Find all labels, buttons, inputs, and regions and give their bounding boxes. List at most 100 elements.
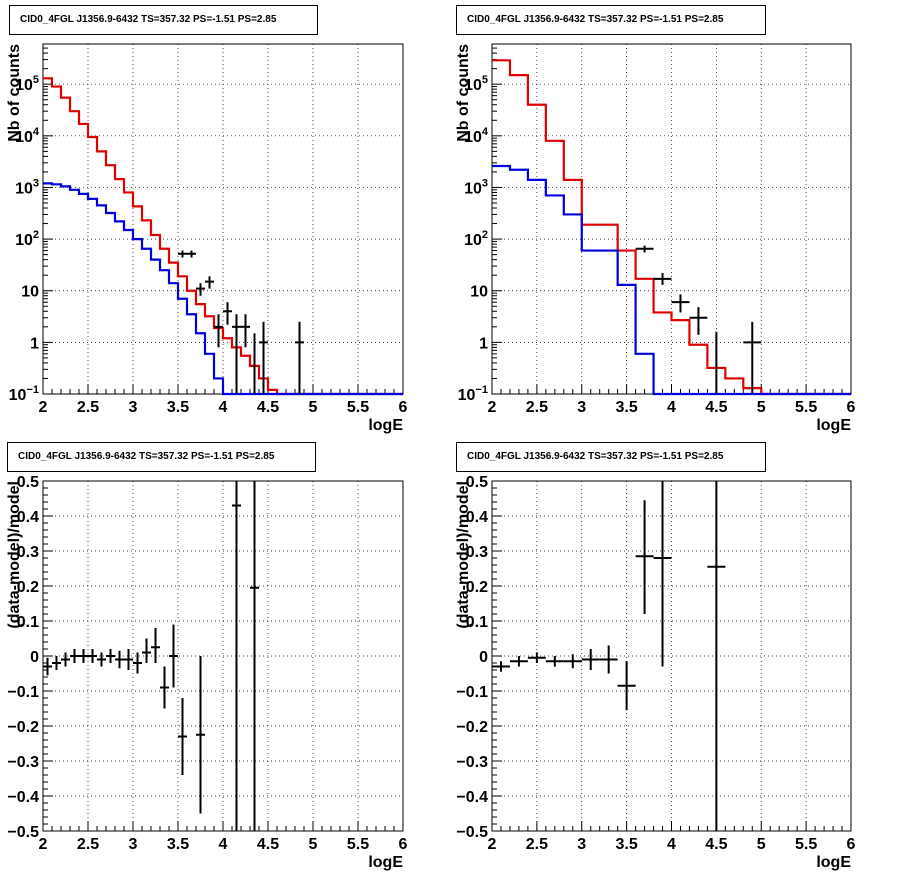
y-tick-base: 10 <box>15 180 33 197</box>
plot-residual-right: 2 2.5 3 3.5 4 4.5 5 5.5 6 −0.5 −0.4 −0.3 −0.2 −0.1 0 0.… <box>455 474 856 871</box>
y-tick-exponent: −1 <box>475 384 488 396</box>
y-tick-exponent: −1 <box>26 384 39 396</box>
y-tick-label: −0.2 <box>7 719 39 736</box>
y-tick-label: 10 <box>470 284 488 301</box>
x-tick-label: 6 <box>399 836 408 853</box>
x-tick-label: 3 <box>129 836 138 853</box>
x-tick-label: 4.5 <box>705 399 727 416</box>
x-tick-label: 5 <box>309 836 318 853</box>
x-tick-label: 2.5 <box>77 399 99 416</box>
y-tick-label: 1 <box>30 335 39 352</box>
y-tick-label: −0.5 <box>456 824 488 841</box>
y-tick-label: 0.2 <box>466 579 488 596</box>
x-tick-label: 4 <box>667 399 676 416</box>
plot-frame <box>42 480 404 832</box>
x-tick-label: 4.5 <box>705 836 727 853</box>
y-tick-label: 102 <box>15 229 39 249</box>
y-tick-label: 103 <box>464 177 488 197</box>
x-tick-label: 2 <box>39 836 48 853</box>
x-tick-label: 6 <box>847 399 856 416</box>
x-tick-label: 4.5 <box>257 836 279 853</box>
x-tick-label: 3 <box>577 399 586 416</box>
histogram-series-line <box>492 59 851 396</box>
y-tick-label: 10−1 <box>458 384 488 404</box>
x-tick-label: 2 <box>488 836 497 853</box>
y-axis-label: Nb of counts <box>6 44 23 142</box>
y-tick-base: 10 <box>15 77 33 94</box>
y-tick-label: −0.2 <box>456 719 488 736</box>
y-tick-label: 0.1 <box>466 614 488 631</box>
y-tick-label: 0.3 <box>466 544 488 561</box>
x-tick-label: 5.5 <box>347 836 369 853</box>
y-tick-label: −0.3 <box>456 754 488 771</box>
x-tick-label: 5 <box>309 399 318 416</box>
chart-title: CID0_4FGL J1356.9-6432 TS=357.32 PS=-1.5… <box>7 442 316 472</box>
y-tick-base: 10 <box>464 232 482 249</box>
x-tick-label: 5 <box>757 399 766 416</box>
y-tick-label: −0.5 <box>7 824 39 841</box>
chart-title: CID0_4FGL J1356.9-6432 TS=357.32 PS=-1.5… <box>9 5 318 35</box>
x-tick-label: 3.5 <box>616 399 638 416</box>
x-tick-label: 5 <box>757 836 766 853</box>
y-tick-exponent: 3 <box>482 177 488 189</box>
x-tick-label: 4 <box>219 836 228 853</box>
y-tick-base: 10 <box>464 77 482 94</box>
x-tick-label: 4 <box>219 399 228 416</box>
y-tick-base: 10 <box>9 387 27 404</box>
y-tick-label: 102 <box>464 229 488 249</box>
y-tick-label: 0 <box>30 649 39 666</box>
x-axis-label: logE <box>816 854 851 871</box>
x-tick-label: 3.5 <box>167 836 189 853</box>
y-tick-exponent: 2 <box>33 229 39 241</box>
y-tick-label: 1 <box>479 335 488 352</box>
y-tick-label: 104 <box>464 126 489 146</box>
y-tick-label: 0.2 <box>17 579 39 596</box>
x-tick-label: 5.5 <box>795 836 817 853</box>
y-tick-exponent: 5 <box>33 74 39 86</box>
x-tick-label: 3.5 <box>167 399 189 416</box>
x-tick-label: 6 <box>399 399 408 416</box>
y-tick-base: 10 <box>464 180 482 197</box>
y-tick-exponent: 2 <box>482 229 488 241</box>
y-tick-label: 10−1 <box>9 384 39 404</box>
y-axis-label: (data-model)/model <box>6 481 23 629</box>
x-tick-label: 2 <box>39 399 48 416</box>
y-tick-label: 105 <box>15 74 39 94</box>
x-tick-label: 2.5 <box>526 836 548 853</box>
x-axis-label: logE <box>816 417 851 434</box>
plot-frame <box>491 480 852 832</box>
y-tick-label: 10 <box>21 284 39 301</box>
x-tick-label: 2.5 <box>526 399 548 416</box>
plot-counts-left: 2 2.5 3 3.5 4 4.5 5 5.5 610−1110102103104105logE… <box>6 43 408 434</box>
y-tick-label: −0.3 <box>7 754 39 771</box>
x-tick-label: 5.5 <box>795 399 817 416</box>
x-tick-label: 3.5 <box>616 836 638 853</box>
x-tick-label: 3 <box>129 399 138 416</box>
y-tick-label: −0.4 <box>7 789 39 806</box>
x-tick-label: 2.5 <box>77 836 99 853</box>
chart-title: CID0_4FGL J1356.9-6432 TS=357.32 PS=-1.5… <box>456 442 766 472</box>
y-tick-label: 104 <box>15 126 40 146</box>
y-tick-exponent: 5 <box>482 74 488 86</box>
y-tick-base: 10 <box>15 232 33 249</box>
chart-title: CID0_4FGL J1356.9-6432 TS=357.32 PS=-1.5… <box>456 5 766 35</box>
histogram-series-line <box>492 164 851 396</box>
y-tick-base: 10 <box>464 129 482 146</box>
y-tick-label: 105 <box>464 74 488 94</box>
plot-residual-left: 2 2.5 3 3.5 4 4.5 5 5.5 6 −0.5 −0.4 −0.3 −0.2 −0.1 0 0.… <box>6 474 408 871</box>
histogram-series-line <box>43 182 403 396</box>
y-axis-label: (data-model)/model <box>455 481 472 629</box>
y-tick-base: 10 <box>15 129 33 146</box>
x-tick-label: 4.5 <box>257 399 279 416</box>
y-tick-label: −0.1 <box>456 684 488 701</box>
x-axis-label: logE <box>368 854 403 871</box>
y-tick-label: 0.1 <box>17 614 39 631</box>
y-tick-label: 0.3 <box>17 544 39 561</box>
y-tick-base: 10 <box>458 387 476 404</box>
y-tick-label: 0.5 <box>466 474 488 491</box>
x-tick-label: 4 <box>667 836 676 853</box>
y-tick-label: −0.4 <box>456 789 488 806</box>
x-tick-label: 2 <box>488 399 497 416</box>
y-axis-label: Nb of counts <box>455 44 472 142</box>
